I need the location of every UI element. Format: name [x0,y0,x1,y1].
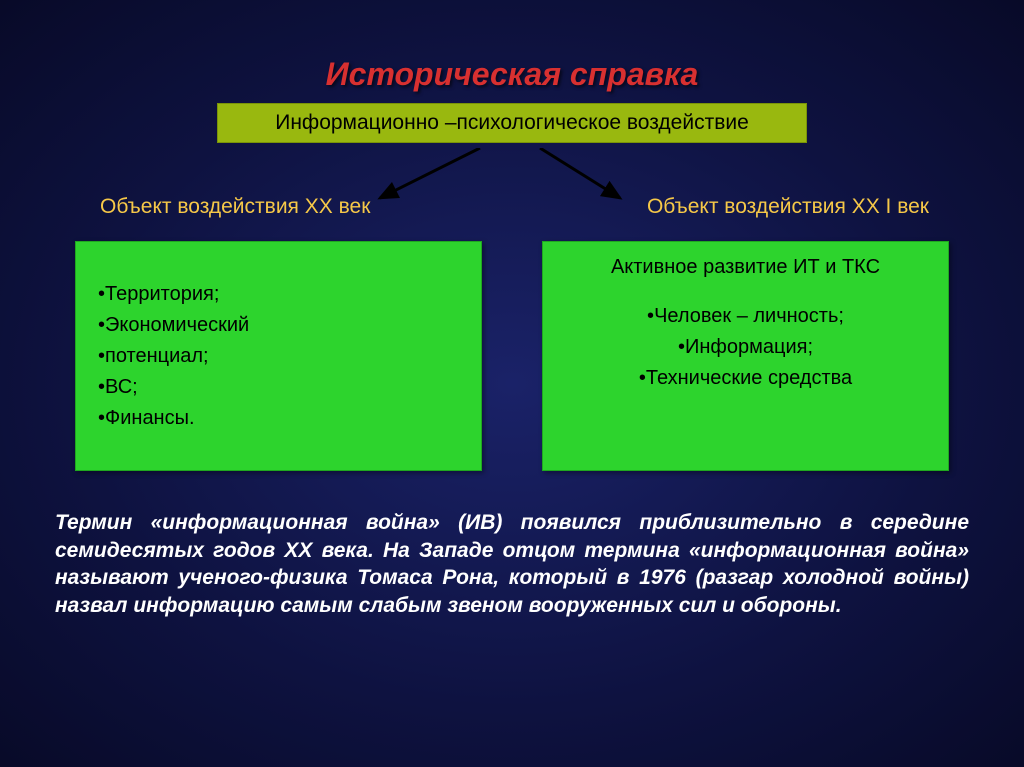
left-branch-label: Объект воздействия XX век [100,195,370,219]
right-content-box: Активное развитие ИТ и ТКС •Человек – ли… [542,241,949,471]
list-item: •Информация; [565,332,926,363]
list-item: •Технические средства [565,363,926,394]
left-content-box: •Территория; •Экономический •потенциал; … [75,241,482,471]
list-item: •Территория; [98,279,459,310]
list-item: •ВС; [98,372,459,403]
list-item: •Финансы. [98,403,459,434]
list-item: •Экономический [98,310,459,341]
slide-title: Историческая справка [0,0,1024,93]
right-branch-label: Объект воздействия XX I век [647,195,929,219]
top-concept-box: Информационно –психологическое воздейств… [217,103,807,143]
right-box-heading: Активное развитие ИТ и ТКС [565,256,926,279]
bottom-paragraph: Термин «информационная война» (ИВ) появи… [55,509,969,620]
list-item: •потенциал; [98,341,459,372]
arrow-left [380,148,480,198]
list-item: •Человек – личность; [565,301,926,332]
arrow-right [540,148,620,198]
